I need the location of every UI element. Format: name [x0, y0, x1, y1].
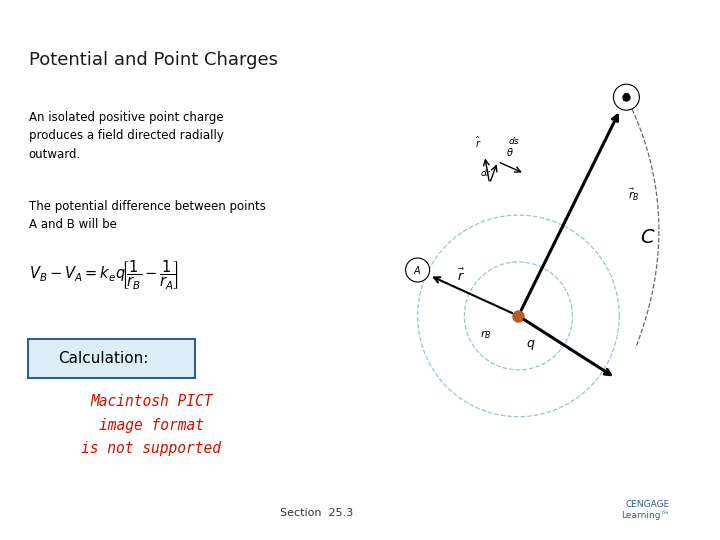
Text: $B$: $B$ — [622, 91, 631, 103]
Circle shape — [613, 84, 639, 110]
Circle shape — [405, 258, 430, 282]
Text: $\theta$: $\theta$ — [505, 146, 513, 158]
Text: $\vec{r}_B$: $\vec{r}_B$ — [628, 186, 639, 202]
Text: Potential and Point Charges: Potential and Point Charges — [29, 51, 278, 69]
Text: $ds$: $ds$ — [508, 134, 521, 146]
Text: $r_B$: $r_B$ — [480, 328, 492, 341]
Text: $dr$: $dr$ — [480, 167, 492, 178]
Text: Calculation:: Calculation: — [58, 351, 149, 366]
Text: $\hat{r}$: $\hat{r}$ — [475, 134, 482, 150]
Text: CENGAGE
Learning™: CENGAGE Learning™ — [621, 500, 670, 521]
Text: $q$: $q$ — [526, 338, 536, 352]
FancyBboxPatch shape — [28, 339, 195, 378]
Text: Section  25.3: Section 25.3 — [280, 508, 354, 518]
Text: $\vec{r}$: $\vec{r}$ — [457, 267, 464, 284]
Text: $V_B - V_A = k_e q\!\left[\!\dfrac{1}{r_B} - \dfrac{1}{r_A}\!\right]$: $V_B - V_A = k_e q\!\left[\!\dfrac{1}{r_… — [29, 259, 179, 293]
Text: $C$: $C$ — [640, 228, 656, 247]
Text: An isolated positive point charge
produces a field directed radially
outward.: An isolated positive point charge produc… — [29, 111, 224, 161]
Text: $A$: $A$ — [413, 264, 422, 276]
Text: Macintosh PICT
image format
is not supported: Macintosh PICT image format is not suppo… — [81, 394, 221, 456]
Text: The potential difference between points
A and B will be: The potential difference between points … — [29, 200, 266, 231]
